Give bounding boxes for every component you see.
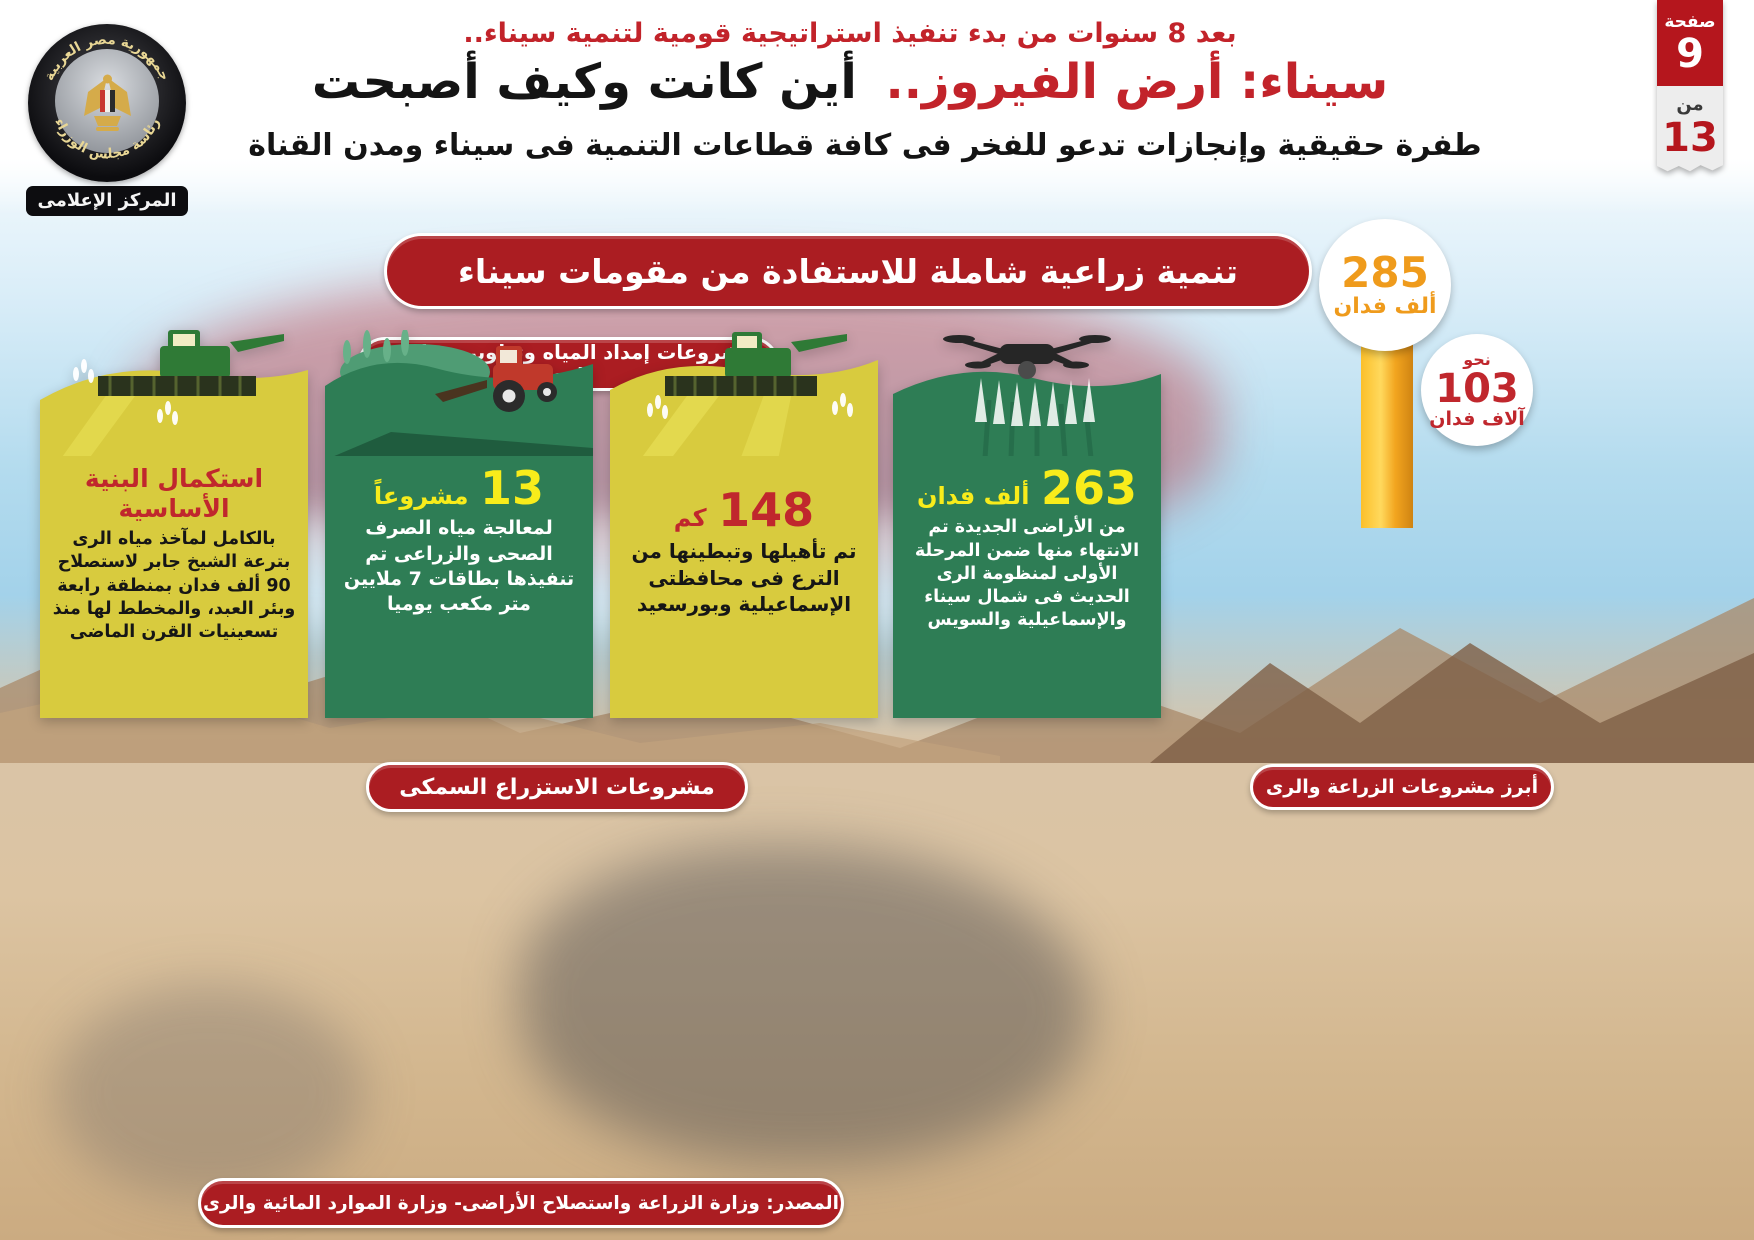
page-subtitle: طفرة حقيقية وإنجازات تدعو للفخر فى كافة … xyxy=(248,128,1482,163)
card-body-text: من الأراضى الجديدة تم الانتهاء منها ضمن … xyxy=(914,517,1140,631)
government-logo: جمهورية مصر العربية رئاسة مجلس الوزراء xyxy=(28,24,186,182)
section-banner-agriculture: تنمية زراعية شاملة للاستفادة من مقومات س… xyxy=(384,233,1312,309)
page-indicator-total: من 13 xyxy=(1657,86,1723,172)
bar-label-2014-circle: نحو 103 آلاف فدان xyxy=(1421,334,1533,446)
harvester-illustration xyxy=(610,332,878,460)
bar-label-2022-circle: 285 ألف فدان xyxy=(1319,219,1451,351)
card-title: استكمال البنية الأساسية xyxy=(84,464,264,523)
svg-text:جمهورية مصر العربية: جمهورية مصر العربية xyxy=(41,32,173,84)
svg-text:رئاسة مجلس الوزراء: رئاسة مجلس الوزراء xyxy=(51,116,163,163)
background-gravel-patch xyxy=(520,845,1090,1165)
bar-2022 xyxy=(1361,316,1413,528)
card-headline: 148 كم xyxy=(622,486,866,534)
logo-ring-text: جمهورية مصر العربية رئاسة مجلس الوزراء xyxy=(41,32,173,163)
page-title-black: أين كانت وكيف أصبحت xyxy=(311,54,857,110)
page-indicator-current: صفحة 9 xyxy=(1657,0,1723,86)
total-pages: 13 xyxy=(1662,115,1718,161)
media-center-ribbon: المركز الإعلامى xyxy=(26,186,188,216)
page-word: صفحة xyxy=(1664,12,1716,32)
card-value: 13 xyxy=(480,461,545,515)
card-irrigation-infrastructure: استكمال البنية الأساسية بالكامل لمآخذ مي… xyxy=(40,330,308,718)
section-banner-fisheries: مشروعات الاستزراع السمكى xyxy=(366,762,748,812)
bar-2014-prefix: نحو xyxy=(1463,349,1491,369)
card-irrigation-263: 263 ألف فدان من الأراضى الجديدة تم الانت… xyxy=(893,330,1161,718)
card-unit: مشروعاً xyxy=(373,482,469,510)
drone-spraying-illustration xyxy=(893,335,1161,460)
page-title: سيناء: أرض الفيروز.. أين كانت وكيف أصبحت xyxy=(300,54,1400,110)
card-body-text: تم تأهيلها وتبطينها من الترع فى محافظتى … xyxy=(631,539,857,617)
tractor-illustration xyxy=(325,330,593,460)
source-banner: المصدر: وزارة الزراعة واستصلاح الأراضى- … xyxy=(198,1178,844,1228)
eagle-emblem-icon xyxy=(84,74,131,131)
bar-2022-value: 285 xyxy=(1341,247,1429,297)
header-kicker: بعد 8 سنوات من بدء تنفيذ استراتيجية قومي… xyxy=(463,18,1237,49)
logo-ring-bottom-text: رئاسة مجلس الوزراء xyxy=(51,116,163,163)
card-headline: 263 ألف فدان xyxy=(905,464,1149,512)
bar-2014-value: 103 xyxy=(1435,365,1519,412)
bar-2014-unit: آلاف فدان xyxy=(1429,407,1525,430)
page-title-red: سيناء: أرض الفيروز.. xyxy=(885,54,1389,110)
section-banner-top-projects: أبرز مشروعات الزراعة والرى xyxy=(1250,764,1554,810)
card-headline: 13 مشروعاً xyxy=(337,464,581,512)
background-mountains xyxy=(0,598,1754,763)
page-indicator: صفحة 9 من 13 xyxy=(1657,0,1723,173)
background-gravel-patch-left xyxy=(55,985,365,1200)
card-value: 263 xyxy=(1041,461,1138,515)
bar-2022-unit: ألف فدان xyxy=(1333,293,1437,319)
card-value: 148 xyxy=(718,483,815,537)
card-irrigation-148: 148 كم تم تأهيلها وتبطينها من الترع فى م… xyxy=(610,330,878,718)
card-irrigation-13: 13 مشروعاً لمعالجة مياه الصرف الصحى والز… xyxy=(325,330,593,718)
logo-ring-top-text: جمهورية مصر العربية xyxy=(41,32,173,84)
of-word: من xyxy=(1676,94,1704,115)
card-body-text: بالكامل لمآخذ مياه الرى بترعة الشيخ جابر… xyxy=(52,529,296,643)
card-unit: ألف فدان xyxy=(916,482,1030,510)
card-unit: كم xyxy=(673,504,707,532)
header-white-strip xyxy=(0,0,1754,214)
combine-harvester-illustration xyxy=(40,330,308,460)
page-number: 9 xyxy=(1676,31,1704,77)
card-body-text: لمعالجة مياه الصرف الصحى والزراعى تم تنف… xyxy=(343,517,575,616)
